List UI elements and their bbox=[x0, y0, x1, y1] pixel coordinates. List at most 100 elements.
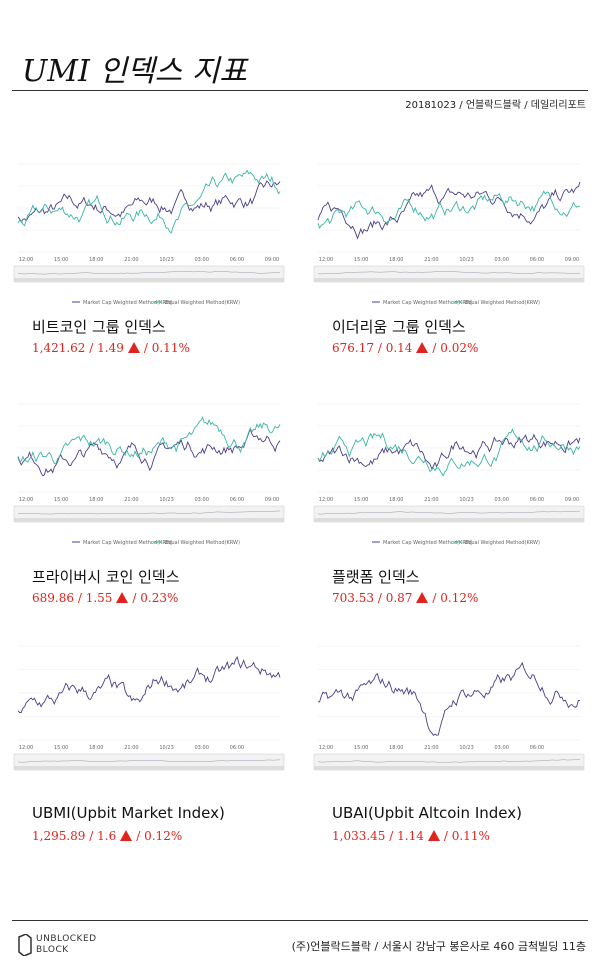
index-name: UBAI(Upbit Altcoin Index) bbox=[332, 804, 522, 822]
decorative-line bbox=[17, 180, 281, 223]
index-name: 플랫폼 인덱스 bbox=[332, 568, 420, 586]
legend-label: Market Cap Weighted Method(KRW) bbox=[383, 300, 473, 306]
up-arrow-shape bbox=[416, 342, 429, 353]
decorative-line bbox=[17, 655, 281, 713]
index-value: 689.86 bbox=[32, 591, 74, 605]
x-tick-label: 10/23 bbox=[159, 745, 173, 751]
x-tick-label: 21:00 bbox=[424, 257, 438, 263]
x-tick-label: 12:00 bbox=[319, 745, 333, 751]
up-arrow bbox=[427, 830, 440, 841]
chart-thumbnail: 12:00 15:00 18:00 21:00 10/23 03:00 06:00 09:00… bbox=[13, 403, 285, 546]
decorative-line bbox=[317, 661, 581, 736]
x-tick-label: 06:00 bbox=[530, 257, 544, 263]
up-arrow-shape bbox=[116, 592, 129, 603]
address: (주)언블락드블락 / 서울시 강남구 봉은사로 460 금척빌딩 11층 bbox=[291, 940, 586, 953]
decorative-line bbox=[317, 190, 581, 230]
x-tick-label: 06:00 bbox=[530, 497, 544, 503]
index-value: 1,295.89 bbox=[32, 829, 86, 843]
index-percent: 0.11% bbox=[451, 829, 490, 843]
x-tick-label: 09:00 bbox=[565, 497, 579, 503]
logo-text: BLOCK bbox=[36, 945, 69, 955]
separator: / bbox=[377, 591, 382, 605]
x-tick-label: 10/23 bbox=[459, 497, 473, 503]
separator: / bbox=[443, 829, 448, 843]
decorative-line bbox=[17, 416, 281, 465]
scrollbar bbox=[14, 766, 284, 770]
legend-label: Market Cap Weighted Method(KRW) bbox=[383, 540, 473, 546]
index-name: 비트코인 그룹 인덱스 bbox=[32, 318, 166, 336]
separator: / bbox=[377, 341, 382, 355]
separator: / bbox=[136, 829, 141, 843]
x-tick-label: 15:00 bbox=[54, 497, 68, 503]
navigator-line bbox=[317, 271, 581, 275]
x-tick-label: 10/23 bbox=[459, 257, 473, 263]
navigator-line bbox=[17, 510, 280, 515]
index-values: 1,421.62 / 1.49/ 0.11% bbox=[32, 341, 190, 355]
up-arrow bbox=[116, 592, 129, 603]
x-tick-label: 12:00 bbox=[19, 745, 33, 751]
up-arrow bbox=[127, 342, 140, 353]
index-change: 0.14 bbox=[385, 341, 413, 355]
separator: / bbox=[389, 829, 394, 843]
x-tick-label: 10/23 bbox=[459, 745, 473, 751]
x-tick-label: 12:00 bbox=[319, 257, 333, 263]
x-tick-label: 18:00 bbox=[89, 745, 103, 751]
index-values: 676.17 / 0.14/ 0.02% bbox=[332, 341, 478, 355]
legend-label: Equal Weighted Method(KRW) bbox=[165, 540, 240, 546]
rule bbox=[12, 920, 588, 921]
up-arrow bbox=[416, 592, 429, 603]
x-tick-label: 15:00 bbox=[354, 497, 368, 503]
x-tick-label: 06:00 bbox=[230, 257, 244, 263]
separator: / bbox=[432, 341, 437, 355]
x-tick-label: 18:00 bbox=[89, 257, 103, 263]
legend-label: Market Cap Weighted Method(KRW) bbox=[83, 300, 173, 306]
x-tick-label: 15:00 bbox=[54, 745, 68, 751]
x-tick-label: 18:00 bbox=[389, 257, 403, 263]
x-tick-label: 12:00 bbox=[19, 257, 33, 263]
x-tick-label: 12:00 bbox=[319, 497, 333, 503]
index-change: 1.49 bbox=[97, 341, 124, 355]
up-arrow-shape bbox=[416, 592, 429, 603]
index-value: 676.17 bbox=[332, 341, 374, 355]
up-arrow bbox=[120, 830, 133, 841]
x-tick-label: 21:00 bbox=[424, 497, 438, 503]
separator: / bbox=[143, 341, 148, 355]
index-name: 이더리움 그룹 인덱스 bbox=[332, 318, 466, 336]
x-tick-label: 03:00 bbox=[495, 745, 509, 751]
x-tick-label: 10/23 bbox=[159, 497, 173, 503]
x-tick-label: 21:00 bbox=[124, 257, 138, 263]
index-values: 1,295.89 / 1.6/ 0.12% bbox=[32, 829, 182, 843]
scrollbar bbox=[314, 278, 584, 282]
x-tick-label: 18:00 bbox=[389, 497, 403, 503]
decorative-line bbox=[317, 428, 581, 477]
separator: / bbox=[432, 591, 437, 605]
separator: / bbox=[132, 591, 137, 605]
logo-icon bbox=[18, 934, 32, 956]
index-percent: 0.12% bbox=[440, 591, 479, 605]
legend-label: Equal Weighted Method(KRW) bbox=[165, 300, 240, 306]
x-tick-label: 09:00 bbox=[565, 257, 579, 263]
chart-thumbnail: 12:00 15:00 18:00 21:00 10/23 03:00 06:00 bbox=[13, 645, 285, 771]
up-arrow bbox=[416, 342, 429, 353]
separator: / bbox=[89, 341, 94, 355]
x-tick-label: 06:00 bbox=[530, 745, 544, 751]
x-tick-label: 21:00 bbox=[124, 497, 138, 503]
decorative-line bbox=[317, 181, 581, 240]
x-tick-label: 03:00 bbox=[195, 257, 209, 263]
x-tick-label: 15:00 bbox=[354, 745, 368, 751]
x-tick-label: 15:00 bbox=[54, 257, 68, 263]
x-tick-label: 15:00 bbox=[354, 257, 368, 263]
up-arrow-shape bbox=[127, 342, 140, 353]
index-change: 0.87 bbox=[385, 591, 413, 605]
navigator-line bbox=[317, 510, 581, 515]
chart-thumbnail: 12:00 15:00 18:00 21:00 10/23 03:00 06:00 09:00… bbox=[313, 403, 585, 546]
index-percent: 0.02% bbox=[440, 341, 479, 355]
up-arrow-shape bbox=[427, 830, 440, 841]
x-tick-label: 06:00 bbox=[230, 745, 244, 751]
scrollbar bbox=[314, 766, 584, 770]
index-values: 1,033.45 / 1.14/ 0.11% bbox=[332, 829, 490, 843]
x-tick-label: 12:00 bbox=[19, 497, 33, 503]
x-tick-label: 03:00 bbox=[195, 745, 209, 751]
x-tick-label: 21:00 bbox=[424, 745, 438, 751]
scrollbar bbox=[14, 518, 284, 522]
